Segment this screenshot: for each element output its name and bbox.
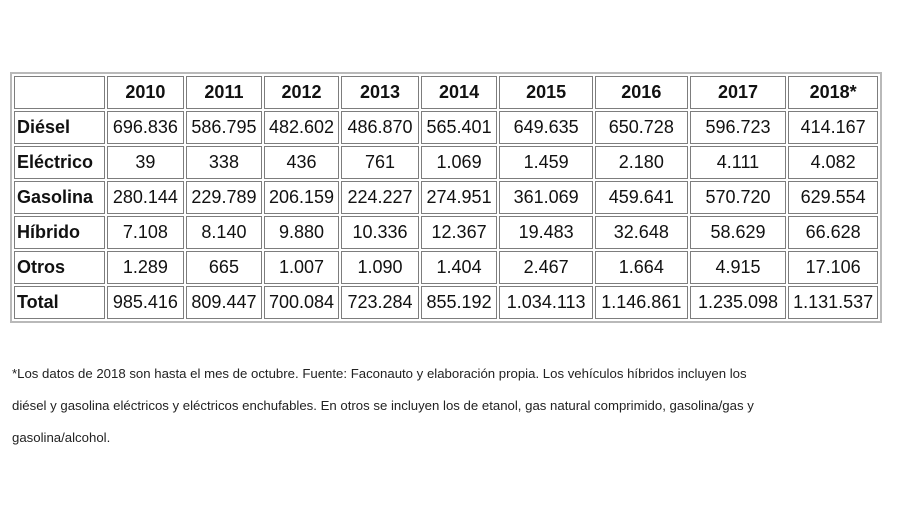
table-cell: 1.090 <box>341 251 419 284</box>
table-cell: 1.459 <box>499 146 593 179</box>
table-cell: 32.648 <box>594 216 688 249</box>
table-cell: 855.192 <box>420 286 498 319</box>
table-cell: 4.915 <box>689 251 787 284</box>
registrations-table: 2010 2011 2012 2013 2014 2015 2016 2017 … <box>10 72 882 323</box>
table-cell: 1.007 <box>263 251 340 284</box>
year-header: 2011 <box>186 76 262 109</box>
table-cell: 1.404 <box>420 251 498 284</box>
table-cell: 2.467 <box>499 251 593 284</box>
table-cell: 4.082 <box>788 146 878 179</box>
header-row: 2010 2011 2012 2013 2014 2015 2016 2017 … <box>14 76 878 109</box>
table-cell: 361.069 <box>499 181 593 214</box>
table-row: Otros 1.289 665 1.007 1.090 1.404 2.467 … <box>14 251 878 284</box>
table-row: Gasolina 280.144 229.789 206.159 224.227… <box>14 181 878 214</box>
row-label: Híbrido <box>14 216 105 249</box>
table-cell: 700.084 <box>263 286 340 319</box>
table-cell: 338 <box>186 146 262 179</box>
year-header: 2018* <box>788 76 878 109</box>
table-cell: 58.629 <box>689 216 787 249</box>
table-cell: 629.554 <box>788 181 878 214</box>
row-label: Diésel <box>14 111 105 144</box>
table-row: Eléctrico 39 338 436 761 1.069 1.459 2.1… <box>14 146 878 179</box>
year-header: 2015 <box>499 76 593 109</box>
year-header: 2013 <box>341 76 419 109</box>
table-cell: 650.728 <box>594 111 688 144</box>
table-cell: 1.069 <box>420 146 498 179</box>
row-label: Total <box>14 286 105 319</box>
table-cell: 665 <box>186 251 262 284</box>
footnote-line: gasolina/alcohol. <box>12 430 111 445</box>
table-cell: 565.401 <box>420 111 498 144</box>
table-cell: 1.131.537 <box>788 286 878 319</box>
table-cell: 482.602 <box>263 111 340 144</box>
table-cell: 985.416 <box>106 286 185 319</box>
table-cell: 586.795 <box>186 111 262 144</box>
year-header: 2014 <box>420 76 498 109</box>
table-cell: 1.664 <box>594 251 688 284</box>
row-label: Gasolina <box>14 181 105 214</box>
footnote: *Los datos de 2018 son hasta el mes de o… <box>12 358 890 454</box>
table-cell: 66.628 <box>788 216 878 249</box>
table-cell: 224.227 <box>341 181 419 214</box>
row-label: Otros <box>14 251 105 284</box>
table-cell: 696.836 <box>106 111 185 144</box>
table-cell: 12.367 <box>420 216 498 249</box>
table-row: Híbrido 7.108 8.140 9.880 10.336 12.367 … <box>14 216 878 249</box>
table-cell: 229.789 <box>186 181 262 214</box>
year-header: 2016 <box>594 76 688 109</box>
table-cell: 7.108 <box>106 216 185 249</box>
table-cell: 2.180 <box>594 146 688 179</box>
table-cell: 17.106 <box>788 251 878 284</box>
table-row: Diésel 696.836 586.795 482.602 486.870 5… <box>14 111 878 144</box>
footnote-line: *Los datos de 2018 son hasta el mes de o… <box>12 366 747 381</box>
table-cell: 274.951 <box>420 181 498 214</box>
table-cell: 8.140 <box>186 216 262 249</box>
row-label: Eléctrico <box>14 146 105 179</box>
table-cell: 9.880 <box>263 216 340 249</box>
table-cell: 206.159 <box>263 181 340 214</box>
table-cell: 761 <box>341 146 419 179</box>
table-cell: 809.447 <box>186 286 262 319</box>
table-cell: 436 <box>263 146 340 179</box>
corner-cell <box>14 76 105 109</box>
table-cell: 1.235.098 <box>689 286 787 319</box>
year-header: 2017 <box>689 76 787 109</box>
year-header: 2010 <box>106 76 185 109</box>
table-cell: 19.483 <box>499 216 593 249</box>
table-cell: 280.144 <box>106 181 185 214</box>
table-cell: 723.284 <box>341 286 419 319</box>
table-cell: 414.167 <box>788 111 878 144</box>
table-cell: 4.111 <box>689 146 787 179</box>
table-cell: 570.720 <box>689 181 787 214</box>
table-cell: 1.034.113 <box>499 286 593 319</box>
table-cell: 10.336 <box>341 216 419 249</box>
table-cell: 1.146.861 <box>594 286 688 319</box>
table-cell: 486.870 <box>341 111 419 144</box>
table-cell: 596.723 <box>689 111 787 144</box>
table-cell: 39 <box>106 146 185 179</box>
footnote-line: diésel y gasolina eléctricos y eléctrico… <box>12 398 754 413</box>
year-header: 2012 <box>263 76 340 109</box>
table-cell: 459.641 <box>594 181 688 214</box>
table-row-total: Total 985.416 809.447 700.084 723.284 85… <box>14 286 878 319</box>
table-cell: 649.635 <box>499 111 593 144</box>
table-cell: 1.289 <box>106 251 185 284</box>
